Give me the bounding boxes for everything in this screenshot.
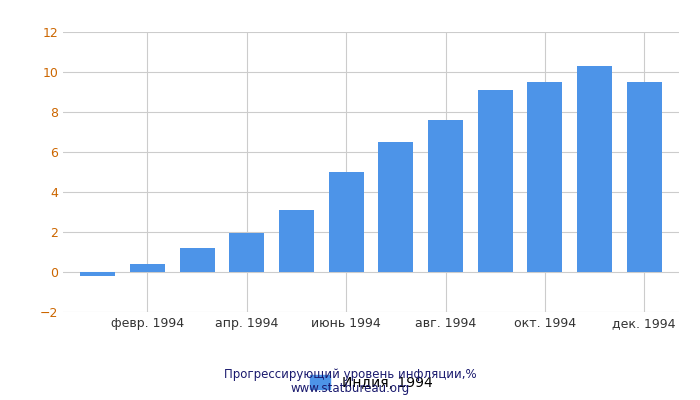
- Bar: [626, 82, 662, 272]
- Bar: [230, 233, 264, 272]
- Bar: [80, 272, 116, 276]
- Bar: [478, 90, 512, 272]
- Text: www.statbureau.org: www.statbureau.org: [290, 382, 410, 395]
- Bar: [180, 248, 214, 272]
- Bar: [329, 172, 363, 272]
- Bar: [528, 82, 562, 272]
- Text: Прогрессирующий уровень инфляции,%: Прогрессирующий уровень инфляции,%: [224, 368, 476, 381]
- Bar: [428, 120, 463, 272]
- Bar: [279, 210, 314, 272]
- Legend: Индия, 1994: Индия, 1994: [304, 369, 438, 395]
- Bar: [578, 66, 612, 272]
- Bar: [379, 142, 413, 272]
- Bar: [130, 264, 164, 272]
